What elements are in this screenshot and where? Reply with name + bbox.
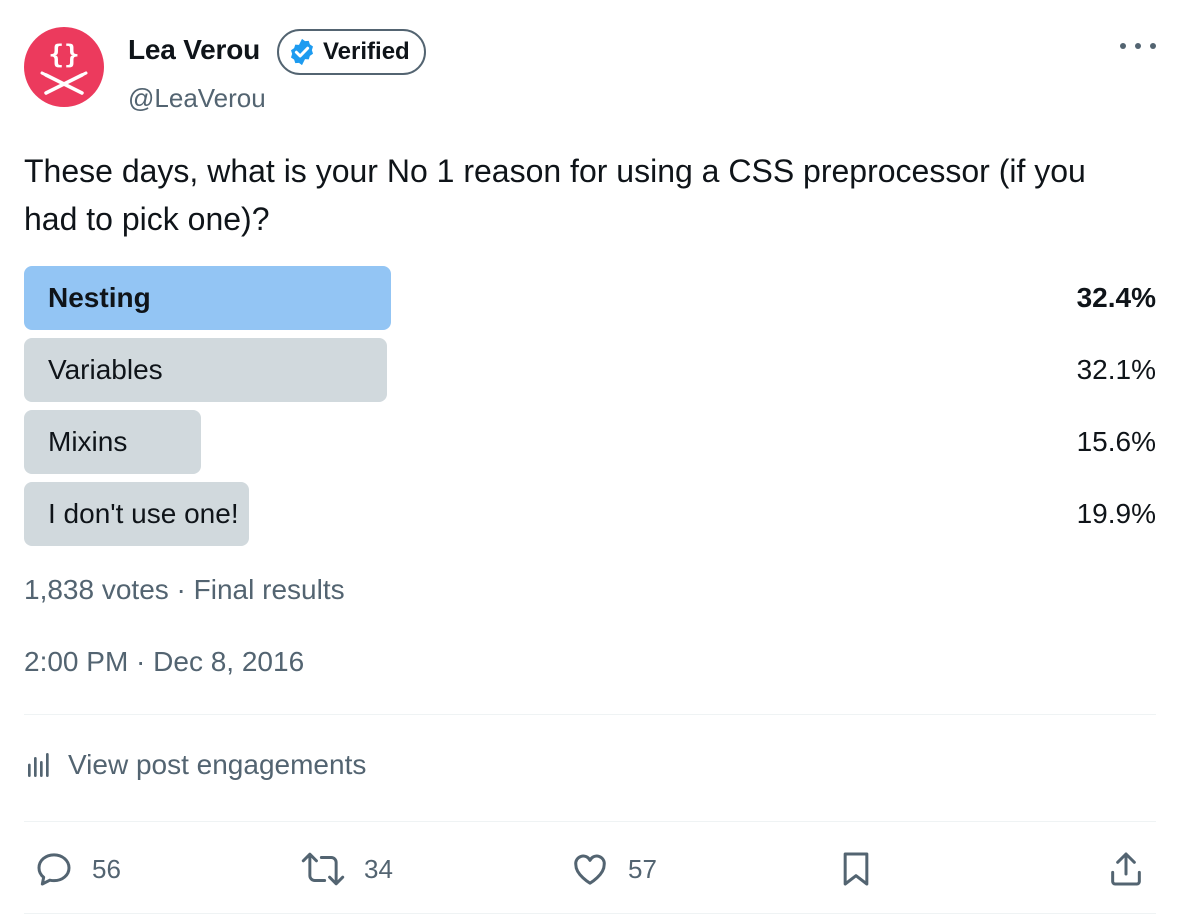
poll-bar (24, 266, 391, 330)
heart-icon (574, 854, 606, 885)
dot (1150, 43, 1156, 49)
poll-bar (24, 482, 249, 546)
bookmark-button[interactable] (836, 846, 876, 892)
poll-option-none: I don't use one! 19.9% (24, 482, 1156, 546)
author-handle[interactable]: @LeaVerou (128, 83, 266, 113)
poll-option-label: I don't use one! (48, 498, 239, 529)
poll-option-label: Mixins (48, 426, 128, 457)
svg-text:{}: {} (48, 40, 79, 70)
verified-label: Verified (323, 38, 410, 65)
author-name[interactable]: Lea Verou (128, 34, 261, 65)
view-engagements-label: View post engagements (68, 749, 367, 780)
timestamp[interactable]: 2:00 PM · Dec 8, 2016 (24, 646, 305, 677)
share-upload-icon (1111, 852, 1141, 886)
divider (24, 913, 1156, 914)
reply-count: 56 (92, 853, 121, 884)
tweet-text: These days, what is your No 1 reason for… (24, 153, 1086, 237)
repost-button[interactable]: 34 (300, 846, 393, 892)
verified-check-icon (291, 38, 313, 66)
poll-option-label: Nesting (48, 282, 151, 313)
view-engagements-link[interactable]: View post engagements (24, 749, 366, 781)
poll-option-mixins: Mixins 15.6% (24, 410, 1156, 474)
speech-bubble-icon (37, 853, 71, 886)
avatar[interactable]: {} (24, 27, 104, 107)
verified-badge[interactable]: Verified (277, 29, 426, 75)
reply-button[interactable]: 56 (34, 846, 121, 892)
avatar-logo-icon: {} (40, 40, 88, 95)
divider (24, 821, 1156, 822)
poll-option-percent: 32.4% (1076, 282, 1156, 313)
poll-option-label: Variables (48, 354, 163, 385)
like-button[interactable]: 57 (570, 846, 657, 892)
poll-option-nesting: Nesting 32.4% (24, 266, 1156, 330)
repost-count: 34 (364, 853, 393, 884)
poll-bar (24, 338, 387, 402)
dot (1120, 43, 1126, 49)
dot (1135, 43, 1141, 49)
repost-arrows-icon (301, 852, 345, 886)
bookmark-icon (843, 852, 869, 886)
poll-bar (24, 410, 201, 474)
poll-meta: 1,838 votes · Final results (24, 574, 345, 605)
poll-option-percent: 19.9% (1076, 498, 1156, 529)
bar-chart-icon (28, 753, 49, 777)
divider (24, 714, 1156, 715)
more-dots-icon[interactable] (1120, 36, 1156, 56)
share-button[interactable] (1106, 846, 1146, 892)
like-count: 57 (628, 853, 657, 884)
poll-option-percent: 15.6% (1076, 426, 1156, 457)
poll-option-variables: Variables 32.1% (24, 338, 1156, 402)
poll-option-percent: 32.1% (1076, 354, 1156, 385)
